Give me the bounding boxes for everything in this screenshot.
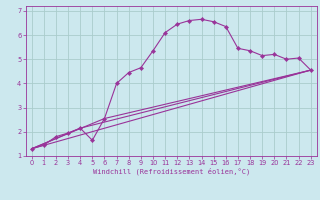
X-axis label: Windchill (Refroidissement éolien,°C): Windchill (Refroidissement éolien,°C) (92, 168, 250, 175)
